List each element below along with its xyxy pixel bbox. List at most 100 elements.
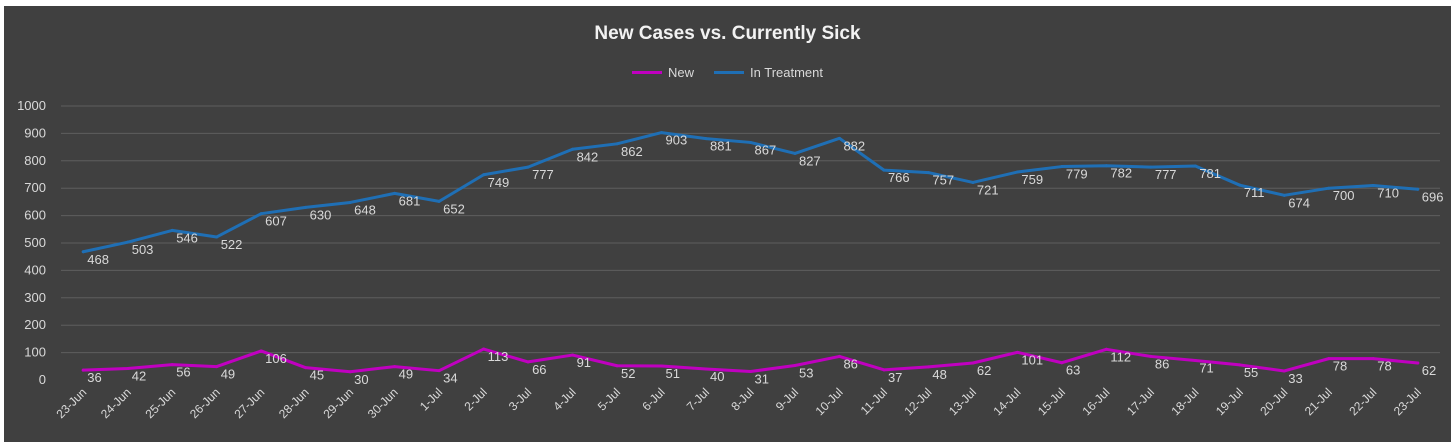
data-point [304,366,308,370]
x-tick-label: 2-Jul [461,385,489,413]
chart-title: New Cases vs. Currently Sick [594,23,861,44]
data-label: 503 [132,242,154,257]
data-point [1282,369,1286,373]
x-tick-label: 26-Jun [187,385,223,421]
y-tick-label: 700 [24,180,46,195]
plot-svg: 0 100 200 300 400 500 600 700 800 900 1000 23-Jun 24… [17,98,1444,421]
data-point [1416,361,1420,365]
data-label: 51 [666,366,680,381]
data-label: 66 [532,362,546,377]
data-label: 696 [1422,189,1444,204]
data-label: 749 [488,175,510,190]
data-label: 546 [176,230,198,245]
legend-label-new: New [668,65,695,80]
data-label: 881 [710,139,732,154]
x-tick-label: 30-Jun [365,385,401,421]
data-label: 903 [666,133,688,148]
data-point [215,365,219,369]
data-point [882,368,886,372]
data-point [615,364,619,368]
data-point [926,365,930,369]
data-label: 86 [1155,356,1169,371]
legend-item-in-treatment: In Treatment [714,65,823,80]
data-point [1416,187,1420,191]
data-point [348,200,352,204]
x-tick-label: 3-Jul [506,385,534,413]
x-tick-label: 28-Jun [276,385,312,421]
data-label: 652 [443,201,465,216]
x-tick-label: 5-Jul [595,385,623,413]
legend-swatch-in-treatment [714,71,745,74]
data-label: 700 [1333,188,1355,203]
data-point [1371,183,1375,187]
data-point [704,137,708,141]
y-tick-label: 500 [24,235,46,250]
x-tick-label: 16-Jul [1079,385,1112,418]
data-label: 42 [132,368,146,383]
data-point [170,228,174,232]
data-point [615,142,619,146]
x-tick-label: 24-Jun [98,385,134,421]
x-tick-label: 27-Jun [231,385,267,421]
data-point [793,151,797,155]
data-label: 648 [354,202,376,217]
data-point [1060,361,1064,365]
data-label: 827 [799,153,821,168]
data-point [971,180,975,184]
data-label: 674 [1288,195,1310,210]
data-label: 71 [1199,361,1213,376]
data-point [170,363,174,367]
chart-area[interactable]: New Cases vs. Currently Sick New In Trea… [4,6,1451,442]
data-point [482,173,486,177]
data-point [393,191,397,195]
data-label: 782 [1110,166,1132,181]
data-label: 781 [1199,166,1221,181]
data-point [837,136,841,140]
legend-label-in-treatment: In Treatment [750,65,823,80]
data-point [259,349,263,353]
x-tick-label: 4-Jul [550,385,578,413]
x-tick-label: 20-Jul [1257,385,1290,418]
data-label: 31 [755,372,769,387]
legend-swatch-new [632,71,662,74]
x-tick-label: 11-Jul [858,385,890,417]
data-point [482,347,486,351]
data-label: 882 [843,138,865,153]
x-tick-label: 6-Jul [639,385,667,413]
y-tick-label: 400 [24,262,46,277]
data-point [660,364,664,368]
data-point [660,131,664,135]
data-point [437,369,441,373]
y-tick-label: 100 [24,345,46,360]
data-label: 522 [221,237,243,252]
data-label: 710 [1377,185,1399,200]
data-point [348,370,352,374]
legend-item-new: New [632,65,694,80]
data-label: 49 [221,367,235,382]
x-tick-label: 13-Jul [946,385,979,418]
x-tick-label: 9-Jul [773,385,801,413]
data-label: 757 [932,173,954,188]
series-line-in-treatment [81,131,1420,254]
data-point [1015,170,1019,174]
data-label: 630 [310,207,332,222]
data-point [526,165,530,169]
data-label: 112 [1110,349,1131,364]
data-point [81,368,85,372]
x-tick-label: 18-Jul [1168,385,1201,418]
data-point [1238,183,1242,187]
data-point [1060,165,1064,169]
data-point [571,147,575,151]
y-tick-label: 900 [24,125,46,140]
data-point [1371,357,1375,361]
y-tick-label: 0 [39,372,46,387]
data-label: 867 [755,142,777,157]
data-point [1149,165,1153,169]
x-tick-label: 10-Jul [813,385,846,418]
data-point [749,370,752,374]
data-label: 33 [1288,371,1302,386]
data-label: 52 [621,366,635,381]
data-point [882,168,886,172]
data-point [1193,359,1197,363]
x-tick-label: 17-Jul [1124,385,1157,418]
